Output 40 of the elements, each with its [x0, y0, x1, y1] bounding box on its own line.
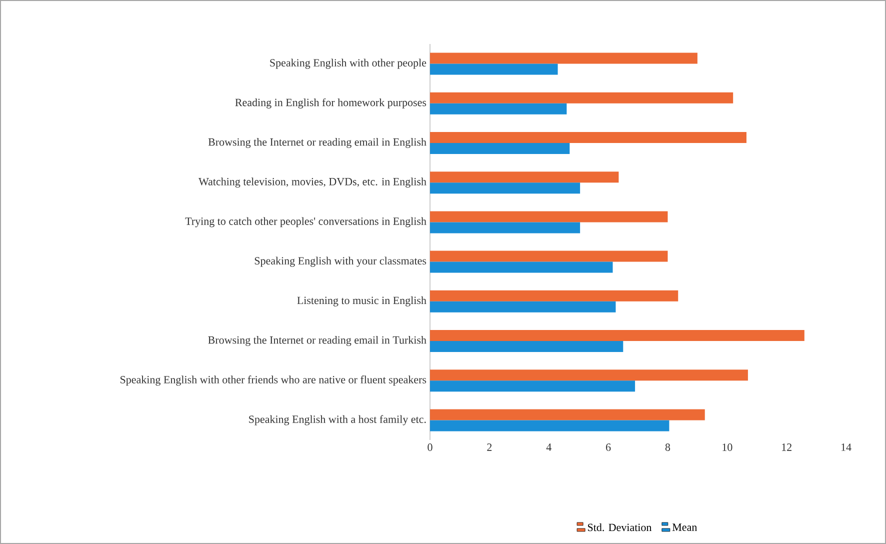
- bar: [430, 64, 558, 75]
- legend-label: Std. Deviation: [588, 523, 652, 532]
- bar: [430, 172, 619, 183]
- legend-label: Mean: [672, 524, 697, 531]
- bar: [430, 370, 748, 381]
- bar: [430, 290, 678, 302]
- y-tick-label: Speaking English with other people: [270, 58, 426, 69]
- x-tick-label: 12: [782, 444, 792, 451]
- y-tick-label: Speaking English with your classmates: [254, 256, 426, 267]
- bar: [430, 182, 580, 194]
- y-tick-label: Browsing the Internet or reading email in English: [208, 138, 426, 148]
- x-tick-label: 0: [428, 444, 432, 451]
- bar: [430, 143, 570, 154]
- bar: [430, 92, 734, 104]
- y-tick-label: Trying to catch other peoples' conversations in English: [185, 217, 426, 228]
- bar: [430, 52, 698, 64]
- y-tick-label: Speaking English with a host family etc.: [249, 415, 426, 426]
- bar: [430, 262, 613, 273]
- bar: [430, 301, 616, 312]
- x-tick-label: 2: [487, 444, 492, 451]
- bar: [430, 103, 567, 114]
- bar: [430, 222, 580, 234]
- y-tick-label: Reading in English for homework purposes: [235, 98, 426, 108]
- x-tick-label: 8: [665, 444, 670, 451]
- bar: [430, 250, 668, 262]
- bar: [430, 341, 624, 352]
- y-tick-label: Speaking English with other friends who are native or fluent speakers: [120, 376, 426, 386]
- x-tick-label: 14: [841, 444, 852, 451]
- x-tick-label: 6: [606, 444, 611, 451]
- y-tick-label: Listening to music in English: [297, 296, 426, 306]
- bar: [430, 380, 636, 392]
- y-tick-label: Browsing the Internet or reading email in Turkish: [208, 336, 426, 346]
- bar: [430, 420, 670, 432]
- x-tick-label: 10: [722, 444, 732, 451]
- y-tick-label: Watching television, movies, DVDs, etc. in English: [198, 178, 426, 188]
- x-tick-label: 4: [546, 444, 552, 451]
- bar: [430, 132, 746, 143]
- bar: [430, 330, 804, 341]
- bar: [430, 409, 705, 420]
- bar: [430, 211, 668, 222]
